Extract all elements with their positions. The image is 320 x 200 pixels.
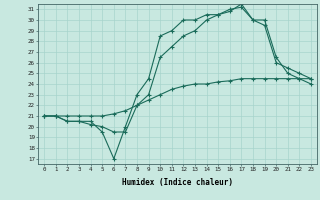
X-axis label: Humidex (Indice chaleur): Humidex (Indice chaleur) [122,178,233,187]
